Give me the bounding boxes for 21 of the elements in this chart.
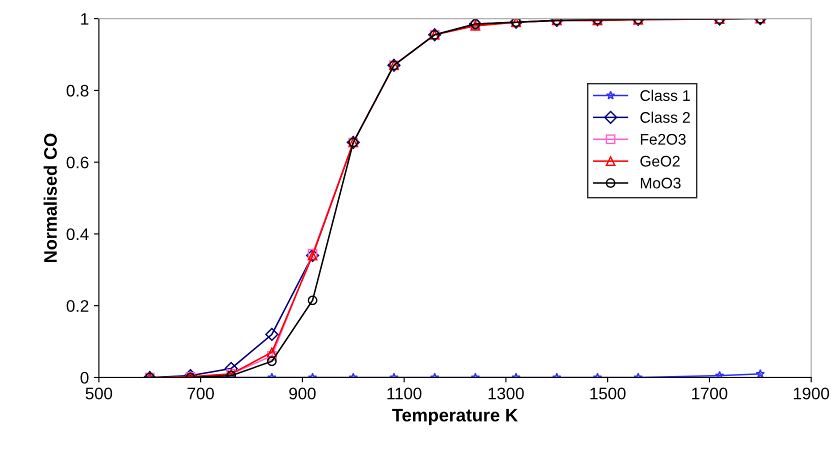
x-tick-label: 1900: [794, 388, 830, 400]
legend-label: GeO2: [640, 156, 680, 167]
y-tick-label: 0.4: [66, 228, 89, 240]
x-tick-label: 1100: [388, 388, 422, 400]
y-tick-label: 0: [80, 372, 89, 384]
y-tick-label: 0.6: [66, 156, 88, 168]
x-tick-label: 1300: [488, 388, 524, 400]
y-tick-label: 0.8: [66, 84, 88, 97]
y-axis-title: Normalised CO: [44, 134, 57, 262]
x-tick-label: 900: [289, 388, 316, 400]
y-tick-label: 1: [81, 13, 88, 25]
x-tick-label: 1700: [692, 388, 728, 400]
x-axis-title: Temperature K: [392, 408, 518, 426]
legend-label: Class 2: [640, 112, 690, 123]
legend-label: MoO3: [640, 178, 681, 188]
legend-label: Class 1: [640, 90, 690, 101]
legend-label: Fe2O3: [640, 134, 686, 145]
x-tick-label: 1500: [590, 388, 626, 400]
y-tick-label: 0.2: [66, 300, 88, 312]
x-tick-label: 700: [188, 388, 214, 400]
x-tick-label: 500: [86, 388, 112, 400]
